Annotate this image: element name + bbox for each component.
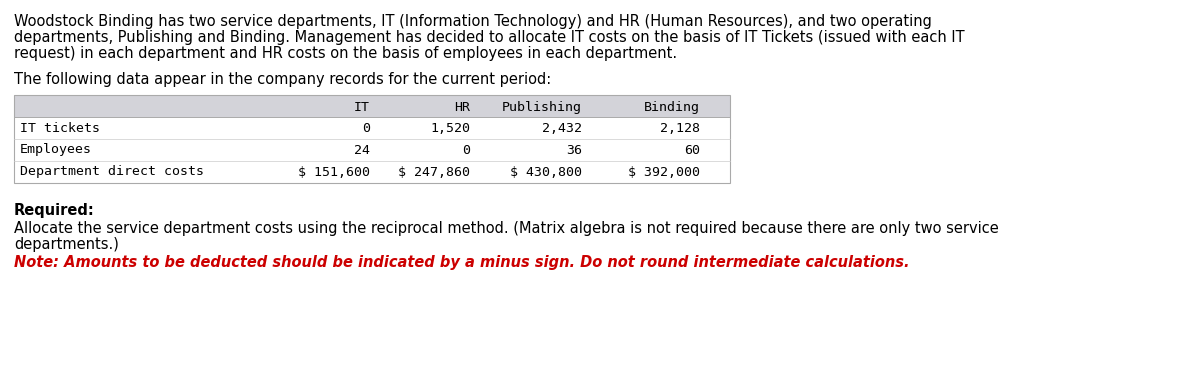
Text: Employees: Employees bbox=[20, 143, 92, 157]
Text: The following data appear in the company records for the current period:: The following data appear in the company… bbox=[14, 72, 551, 87]
Text: Publishing: Publishing bbox=[502, 101, 582, 113]
Text: request) in each department and HR costs on the basis of employees in each depar: request) in each department and HR costs… bbox=[14, 46, 677, 61]
Text: departments, Publishing and Binding. Management has decided to allocate IT costs: departments, Publishing and Binding. Man… bbox=[14, 30, 965, 45]
Text: Department direct costs: Department direct costs bbox=[20, 165, 204, 179]
Text: IT tickets: IT tickets bbox=[20, 122, 100, 134]
Text: $ 392,000: $ 392,000 bbox=[628, 165, 700, 179]
Text: $ 247,860: $ 247,860 bbox=[398, 165, 470, 179]
Text: 24: 24 bbox=[354, 143, 370, 157]
Text: Binding: Binding bbox=[644, 101, 700, 113]
Text: IT: IT bbox=[354, 101, 370, 113]
Text: HR: HR bbox=[454, 101, 470, 113]
Text: $ 430,800: $ 430,800 bbox=[510, 165, 582, 179]
Text: Required:: Required: bbox=[14, 203, 95, 218]
Text: 0: 0 bbox=[462, 143, 470, 157]
Text: Note: Amounts to be deducted should be indicated by a minus sign. Do not round i: Note: Amounts to be deducted should be i… bbox=[14, 255, 910, 270]
Text: 2,432: 2,432 bbox=[542, 122, 582, 134]
Text: 1,520: 1,520 bbox=[430, 122, 470, 134]
Text: $ 151,600: $ 151,600 bbox=[298, 165, 370, 179]
Text: Allocate the service department costs using the reciprocal method. (Matrix algeb: Allocate the service department costs us… bbox=[14, 221, 998, 236]
Text: 2,128: 2,128 bbox=[660, 122, 700, 134]
Text: 36: 36 bbox=[566, 143, 582, 157]
Text: Woodstock Binding has two service departments, IT (Information Technology) and H: Woodstock Binding has two service depart… bbox=[14, 14, 932, 29]
Bar bbox=[14, 95, 730, 117]
Bar bbox=[14, 95, 730, 183]
Text: 0: 0 bbox=[362, 122, 370, 134]
Text: 60: 60 bbox=[684, 143, 700, 157]
Text: departments.): departments.) bbox=[14, 237, 119, 252]
